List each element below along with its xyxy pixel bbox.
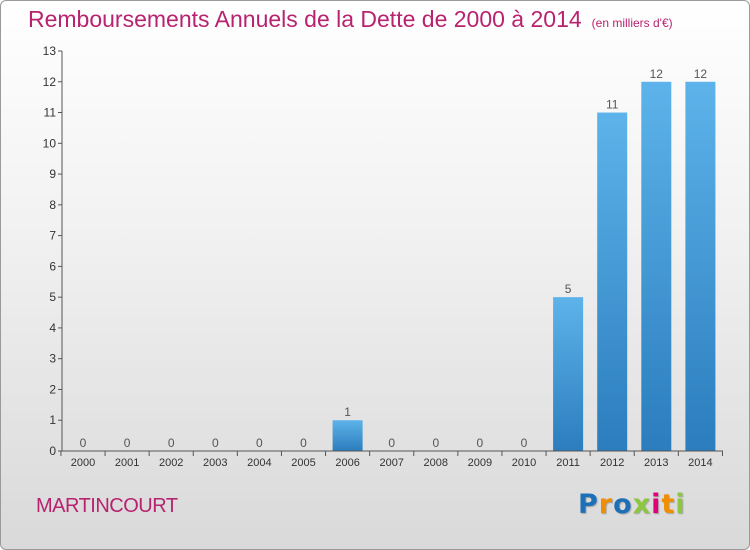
bar-value-label: 12 bbox=[650, 67, 664, 81]
bar bbox=[597, 112, 628, 452]
chart-title-text: Remboursements Annuels de la Dette de 20… bbox=[28, 6, 582, 32]
x-tick-label: 2007 bbox=[379, 457, 403, 469]
logo-letter: i bbox=[675, 489, 686, 520]
y-tick-label: 12 bbox=[43, 75, 57, 89]
logo-letter: i bbox=[651, 489, 662, 520]
x-tick-label: 2003 bbox=[203, 457, 227, 469]
x-tick-label: 2000 bbox=[71, 457, 95, 469]
y-tick-label: 5 bbox=[49, 290, 56, 304]
x-tick-label: 2002 bbox=[159, 457, 183, 469]
logo-letter: t bbox=[661, 489, 676, 520]
bar-value-label: 1 bbox=[344, 405, 351, 419]
y-tick-label: 13 bbox=[43, 44, 57, 58]
y-tick-label: 9 bbox=[49, 167, 56, 181]
bar bbox=[685, 81, 716, 452]
chart-unit-label: (en milliers d'€) bbox=[591, 16, 673, 30]
x-tick-label: 2006 bbox=[335, 457, 359, 469]
bar-value-label: 0 bbox=[80, 436, 87, 450]
bar-value-label: 0 bbox=[477, 436, 484, 450]
bar-value-label: 0 bbox=[300, 436, 307, 450]
proxiti-logo: Proxiti bbox=[578, 489, 686, 520]
y-tick-label: 4 bbox=[49, 321, 56, 335]
logo-letter: P bbox=[578, 489, 599, 520]
y-tick-label: 2 bbox=[49, 382, 56, 396]
x-tick-label: 2001 bbox=[115, 457, 139, 469]
bar-value-label: 12 bbox=[694, 67, 708, 81]
x-tick-label: 2010 bbox=[512, 457, 536, 469]
logo-letter: o bbox=[613, 489, 633, 520]
x-tick-label: 2012 bbox=[600, 457, 624, 469]
logo-letter: r bbox=[598, 489, 614, 520]
bar-value-label: 0 bbox=[432, 436, 439, 450]
commune-name: MARTINCOURT bbox=[36, 495, 178, 517]
y-tick-label: 8 bbox=[49, 198, 56, 212]
x-tick-label: 2005 bbox=[291, 457, 315, 469]
bar-value-label: 0 bbox=[521, 436, 528, 450]
bar bbox=[553, 297, 584, 451]
bar-value-label: 0 bbox=[168, 436, 175, 450]
x-tick-label: 2011 bbox=[556, 457, 580, 469]
bar-value-label: 0 bbox=[124, 436, 131, 450]
bar bbox=[332, 420, 363, 451]
y-tick-label: 11 bbox=[44, 106, 57, 120]
y-tick-label: 7 bbox=[49, 229, 56, 243]
bar-value-label: 11 bbox=[606, 98, 619, 112]
y-tick-label: 3 bbox=[49, 352, 56, 366]
bars-layer: 0 0 0 0 0 0 1 0 0 0 0 5 11 12 12 bbox=[80, 67, 716, 452]
bar bbox=[641, 81, 672, 452]
logo-letter: x bbox=[632, 489, 652, 520]
chart-title: Remboursements Annuels de la Dette de 20… bbox=[28, 6, 673, 33]
bar-value-label: 0 bbox=[212, 436, 219, 450]
y-tick-label: 10 bbox=[43, 136, 57, 150]
bar-value-label: 5 bbox=[565, 282, 572, 296]
x-tick-label: 2004 bbox=[247, 457, 271, 469]
x-tick-label: 2014 bbox=[688, 457, 712, 469]
y-tick-label: 0 bbox=[49, 444, 56, 458]
y-tick-label: 6 bbox=[49, 259, 56, 273]
y-tick-label: 1 bbox=[49, 413, 56, 427]
bar-value-label: 0 bbox=[388, 436, 395, 450]
bar-value-label: 0 bbox=[256, 436, 263, 450]
x-tick-label: 2013 bbox=[644, 457, 668, 469]
x-tick-label: 2008 bbox=[424, 457, 448, 469]
x-tick-label: 2009 bbox=[468, 457, 492, 469]
